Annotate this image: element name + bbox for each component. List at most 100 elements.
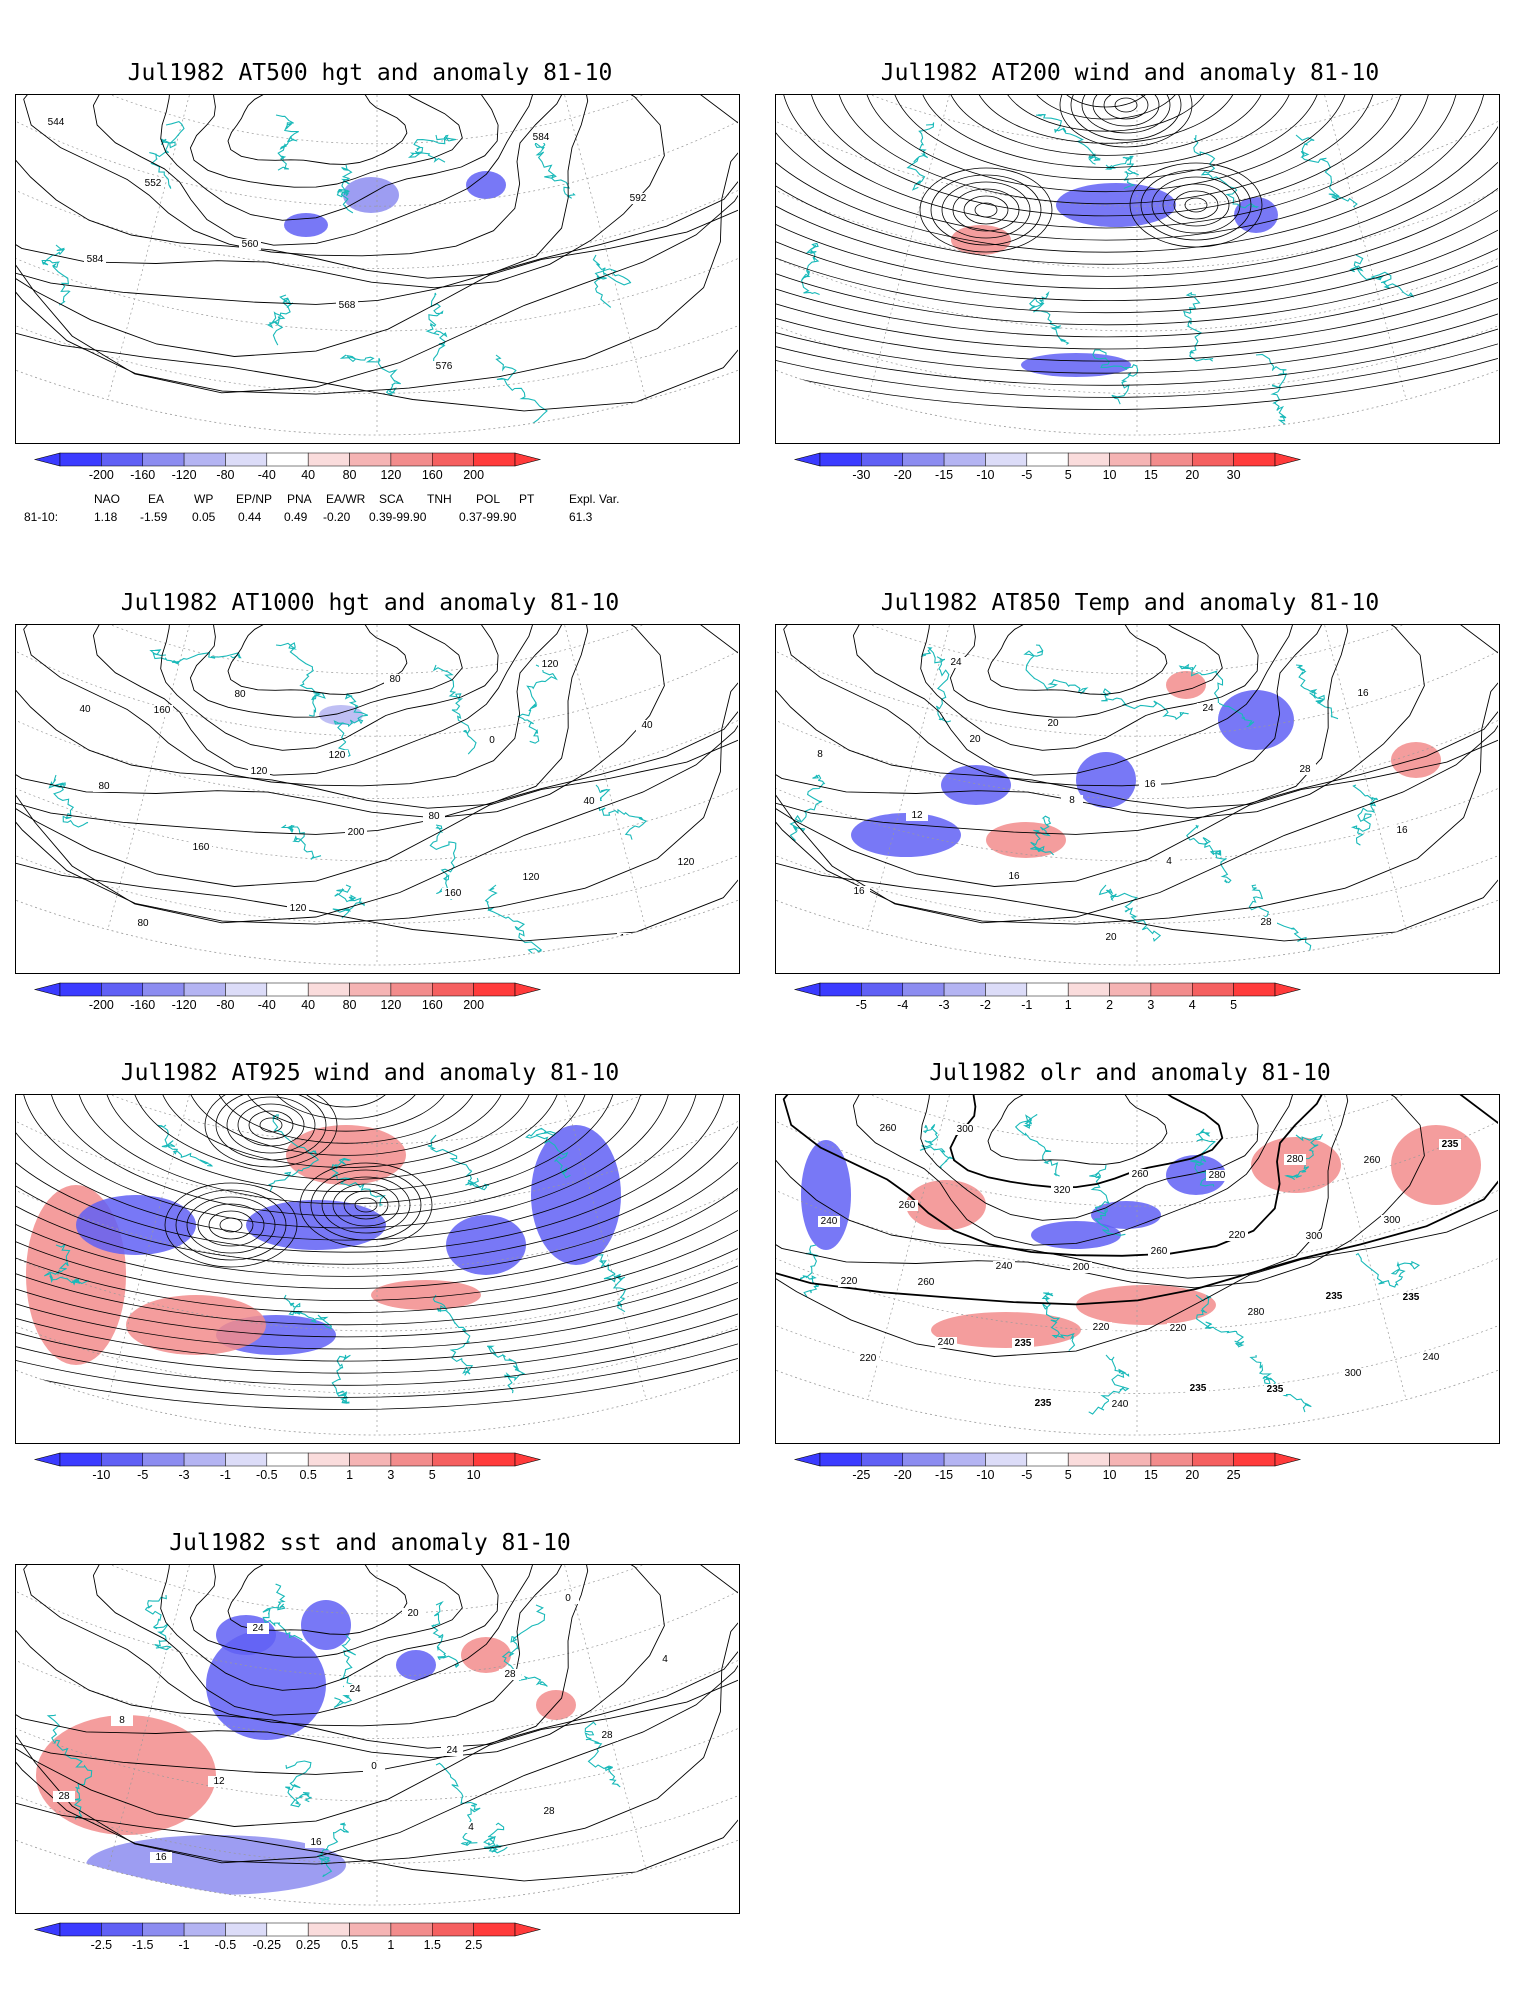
contour-label-bg	[423, 811, 445, 822]
colorbar-swatch	[225, 1922, 268, 1937]
contour-label: 28	[1260, 917, 1272, 928]
colorbar-tick-label: 20	[1185, 1468, 1199, 1482]
coastline	[331, 1354, 351, 1404]
colorbar-tick-label: -160	[130, 468, 155, 482]
contour-label: 80	[137, 918, 149, 929]
contour-line	[16, 625, 665, 819]
contour-label-bg	[45, 117, 67, 128]
contour-label-bg	[247, 1623, 269, 1634]
colorbar-swatch	[101, 1452, 143, 1467]
colorbar-swatch	[819, 1452, 862, 1467]
contour-label: 584	[87, 254, 104, 265]
contour-label: 240	[996, 1261, 1013, 1272]
contour-label: 200	[348, 827, 365, 838]
contour-line	[16, 95, 589, 279]
streamline-vortex	[164, 1182, 298, 1268]
map-content	[776, 95, 1498, 435]
anomaly-shading	[466, 171, 506, 199]
contour-label-bg	[1342, 1368, 1364, 1379]
coastline	[1195, 1294, 1245, 1348]
colorbar-tick-label: -10	[976, 1468, 994, 1482]
colorbar-tick-label: -25	[852, 1468, 870, 1482]
streamline	[16, 1095, 738, 1338]
contour-label-bg	[1284, 1154, 1306, 1165]
contour-label: 20	[969, 734, 981, 745]
polar-map	[776, 95, 1498, 436]
colorbar-arrow-left	[793, 452, 821, 467]
colorbar-tick-label: -5	[137, 1468, 148, 1482]
streamline-vortex	[186, 1196, 276, 1254]
contour-label: 235	[1326, 1291, 1343, 1302]
colorbar: -200 -160 -120 -80 -40 40 80 120 160 200	[33, 982, 725, 1030]
contour-label: 235	[1267, 1384, 1284, 1395]
contour-label: 16	[1357, 688, 1369, 699]
colorbar-swatch	[1067, 982, 1110, 997]
anomaly-shading	[461, 1637, 511, 1673]
tele-value: 0.49	[284, 510, 308, 524]
streamline	[16, 1095, 738, 1374]
contour-label-bg	[208, 1776, 230, 1787]
meridian-line	[867, 1095, 1138, 1400]
colorbar-tick-label: 5	[1065, 468, 1072, 482]
colorbar-swatch	[1150, 1452, 1193, 1467]
streamline	[16, 1095, 738, 1265]
colorbar-swatch	[101, 982, 143, 997]
streamline	[268, 1095, 424, 1120]
contour-line	[852, 625, 1297, 776]
contour-line	[852, 1095, 1297, 1246]
contour-label-bg	[538, 1806, 560, 1817]
contour-label-bg	[499, 1669, 521, 1680]
contour-label-bg	[627, 193, 649, 204]
colorbar-tick-label: 80	[343, 998, 357, 1012]
coastline	[43, 1243, 89, 1286]
colorbar-swatch	[943, 982, 986, 997]
contour-line	[949, 625, 1223, 718]
colorbar-arrow-right	[514, 1922, 542, 1937]
streamline-vortex	[237, 1103, 305, 1147]
contour-label-bg	[877, 1123, 899, 1134]
streamline	[945, 95, 1267, 156]
contour-label: 552	[145, 178, 162, 189]
colorbar-swatch	[902, 982, 945, 997]
colorbar-tick-label: 15	[1144, 468, 1158, 482]
colorbar-swatch	[266, 982, 309, 997]
colorbar-tick-label: -1	[1021, 998, 1032, 1012]
coastline	[584, 1721, 621, 1788]
streamline-vortex	[1151, 176, 1241, 234]
coastline	[48, 774, 89, 828]
tele-header: SCA	[379, 492, 404, 506]
contour-line	[920, 1095, 1259, 1221]
colorbar-swatch	[861, 982, 903, 997]
latitude-circle	[16, 95, 738, 145]
contour-label-bg	[151, 705, 173, 716]
tele-header: TNH	[427, 492, 452, 506]
colorbar-swatch	[861, 452, 903, 467]
colorbar-swatch	[819, 452, 862, 467]
contour-label: 300	[1384, 1215, 1401, 1226]
contour-label: 28	[543, 1806, 555, 1817]
coastline	[427, 1134, 490, 1191]
contour-label-bg	[287, 903, 309, 914]
streamline-vortex	[919, 167, 1053, 253]
contour-line	[23, 625, 571, 787]
contour-label: 16	[310, 1837, 322, 1848]
colorbar-tick-label: 1	[1065, 998, 1072, 1012]
coastline	[595, 1254, 627, 1313]
latitude-circle	[16, 625, 738, 675]
contour-label-bg	[142, 178, 164, 189]
tele-header: PNA	[287, 492, 312, 506]
contour-label: 4	[1166, 856, 1172, 867]
coastline	[407, 134, 457, 163]
coastline	[906, 122, 935, 191]
streamline	[776, 95, 1498, 386]
meridian-line	[867, 95, 1138, 400]
contour-label-bg	[578, 796, 600, 807]
map-area: 20 8 4 28 16 8 12 16 20 24 28 16 16 24 20 16	[775, 624, 1500, 974]
tele-value: 0.05	[192, 510, 216, 524]
coastline	[1255, 353, 1288, 427]
colorbar-swatch	[432, 982, 474, 997]
colorbar-swatch	[225, 452, 268, 467]
coastline	[495, 354, 552, 435]
streamline	[776, 95, 1498, 265]
streamline	[16, 1095, 738, 1326]
